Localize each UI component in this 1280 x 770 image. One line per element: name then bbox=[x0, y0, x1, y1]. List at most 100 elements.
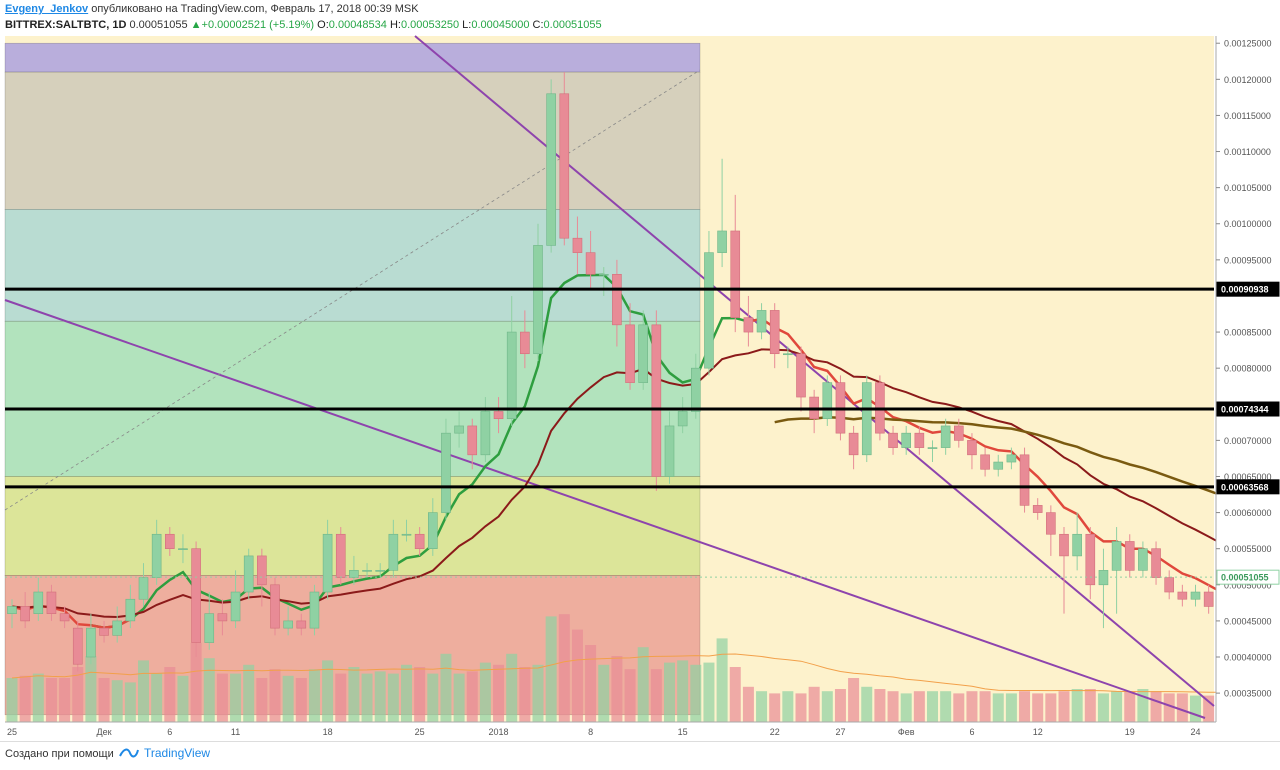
price-tick-label: 0.00050000 bbox=[1224, 580, 1272, 590]
price-chart[interactable]: 0.00125000 0.00120000 0.00115000 0.00110000… bbox=[0, 0, 1280, 741]
price-badge-label: 0.00074344 bbox=[1221, 405, 1269, 415]
volume-bar bbox=[887, 691, 899, 722]
candle-body bbox=[270, 584, 280, 629]
candle-body bbox=[1046, 512, 1056, 535]
candle-body bbox=[493, 411, 504, 420]
volume-bar bbox=[861, 686, 873, 722]
time-tick-label: 6 bbox=[167, 727, 172, 737]
time-tick-label: 2018 bbox=[489, 727, 509, 737]
volume-bar bbox=[690, 664, 702, 722]
volume-bar bbox=[940, 691, 952, 722]
low-value: 0.00045000 bbox=[471, 19, 530, 31]
volume-bar bbox=[177, 675, 189, 722]
price-axis[interactable]: 0.00125000 0.00120000 0.00115000 0.00110000… bbox=[1215, 36, 1280, 722]
volume-bar bbox=[111, 680, 123, 722]
candle-body bbox=[598, 273, 609, 276]
candle-body bbox=[230, 591, 241, 622]
volume-bar bbox=[151, 673, 163, 722]
candle-body bbox=[112, 620, 122, 636]
volume-bar bbox=[834, 689, 846, 722]
downtrend-line-lower[interactable] bbox=[4, 299, 1206, 719]
horizontal-levels[interactable] bbox=[5, 287, 1214, 578]
time-axis-bg bbox=[0, 722, 1280, 741]
volume-bar bbox=[322, 660, 334, 722]
volume-bar bbox=[479, 662, 491, 722]
candle-body bbox=[99, 627, 109, 636]
volume-bar bbox=[453, 673, 465, 722]
candle-body bbox=[1177, 591, 1188, 600]
candle-body bbox=[953, 425, 964, 441]
volume-bar bbox=[742, 686, 754, 722]
low-label: L: bbox=[462, 19, 472, 31]
volume-bar bbox=[624, 669, 636, 722]
tradingview-link[interactable]: TradingView bbox=[118, 746, 210, 760]
candle-body bbox=[86, 627, 96, 658]
candles bbox=[7, 72, 1253, 672]
volume-bar bbox=[59, 678, 71, 722]
volume-bar bbox=[335, 673, 347, 722]
time-tick-label: 25 bbox=[415, 727, 425, 737]
volume-bar bbox=[992, 693, 1004, 722]
candle-body bbox=[20, 606, 30, 622]
candle-body bbox=[7, 606, 17, 614]
last-price: 0.00051055 bbox=[129, 19, 188, 31]
price-badge[interactable] bbox=[1216, 401, 1280, 417]
volume-bar bbox=[308, 669, 320, 722]
volume-bar bbox=[1071, 689, 1083, 722]
volume-bar bbox=[138, 660, 149, 722]
volume-bar bbox=[216, 673, 228, 722]
candle-body bbox=[257, 555, 267, 586]
price-tick-label: 0.00110000 bbox=[1224, 147, 1271, 157]
volume-bar bbox=[1084, 689, 1096, 722]
time-tick-label: 25 bbox=[7, 727, 17, 737]
volume-bar bbox=[782, 691, 794, 722]
price-tick-label: 0.00105000 bbox=[1224, 183, 1272, 193]
candle-body bbox=[401, 533, 412, 536]
price-tick-label: 0.00040000 bbox=[1224, 653, 1272, 663]
symbol-label[interactable]: BITTREX:SALTBTC, 1D bbox=[5, 19, 127, 31]
volume-bar bbox=[585, 645, 597, 722]
author-link[interactable]: Evgeny_Jenkov bbox=[5, 3, 89, 15]
volume-bar bbox=[519, 667, 531, 722]
price-tick-label: 0.00055000 bbox=[1224, 544, 1272, 554]
volume-bar bbox=[98, 678, 110, 722]
price-badge[interactable] bbox=[1216, 569, 1280, 585]
candle-body bbox=[1164, 577, 1174, 593]
open-value: 0.00048534 bbox=[328, 19, 387, 31]
tradingview-brand: TradingView bbox=[144, 746, 211, 760]
candle-body bbox=[506, 331, 517, 420]
candle-body bbox=[151, 533, 162, 578]
candle-body bbox=[704, 252, 714, 369]
volume-bar bbox=[677, 660, 689, 722]
volume-bar bbox=[72, 667, 84, 722]
volume-bar bbox=[348, 667, 360, 722]
time-tick-label: 19 bbox=[1125, 727, 1135, 737]
volume-bar bbox=[6, 678, 18, 722]
time-axis[interactable]: 25 Дек 6 11 18 25 2018 8 15 22 27 Фев 6 12 19 24 bbox=[0, 721, 1280, 741]
candle-body bbox=[861, 382, 872, 456]
price-tick-label: 0.00065000 bbox=[1224, 472, 1272, 482]
candle-body bbox=[783, 353, 793, 356]
candle-body bbox=[296, 620, 307, 629]
candle-body bbox=[690, 367, 701, 412]
price-badge[interactable] bbox=[1216, 281, 1280, 297]
fib-zone-3 bbox=[4, 320, 701, 477]
volume-bar bbox=[874, 689, 886, 722]
price-tick-label: 0.00060000 bbox=[1224, 508, 1272, 518]
candle-body bbox=[940, 425, 951, 448]
volume-bar bbox=[1176, 693, 1188, 722]
volume-bar bbox=[927, 691, 938, 722]
price-tick-label: 0.00100000 bbox=[1224, 219, 1272, 229]
volume-bar bbox=[1203, 695, 1215, 722]
made-with-text: Создано при помощи bbox=[5, 748, 114, 760]
candle-body bbox=[217, 613, 228, 622]
price-badge[interactable] bbox=[1216, 479, 1280, 495]
candle-body bbox=[375, 570, 386, 572]
change-value: +0.00002521 (+5.19%) bbox=[201, 19, 315, 31]
volume-bar bbox=[598, 664, 610, 722]
time-tick-label: 24 bbox=[1190, 727, 1200, 737]
tradingview-logo-icon bbox=[119, 748, 139, 758]
candle-body bbox=[349, 570, 359, 578]
candle-body bbox=[756, 310, 767, 333]
fib-trend-dashed-line[interactable] bbox=[4, 69, 701, 511]
